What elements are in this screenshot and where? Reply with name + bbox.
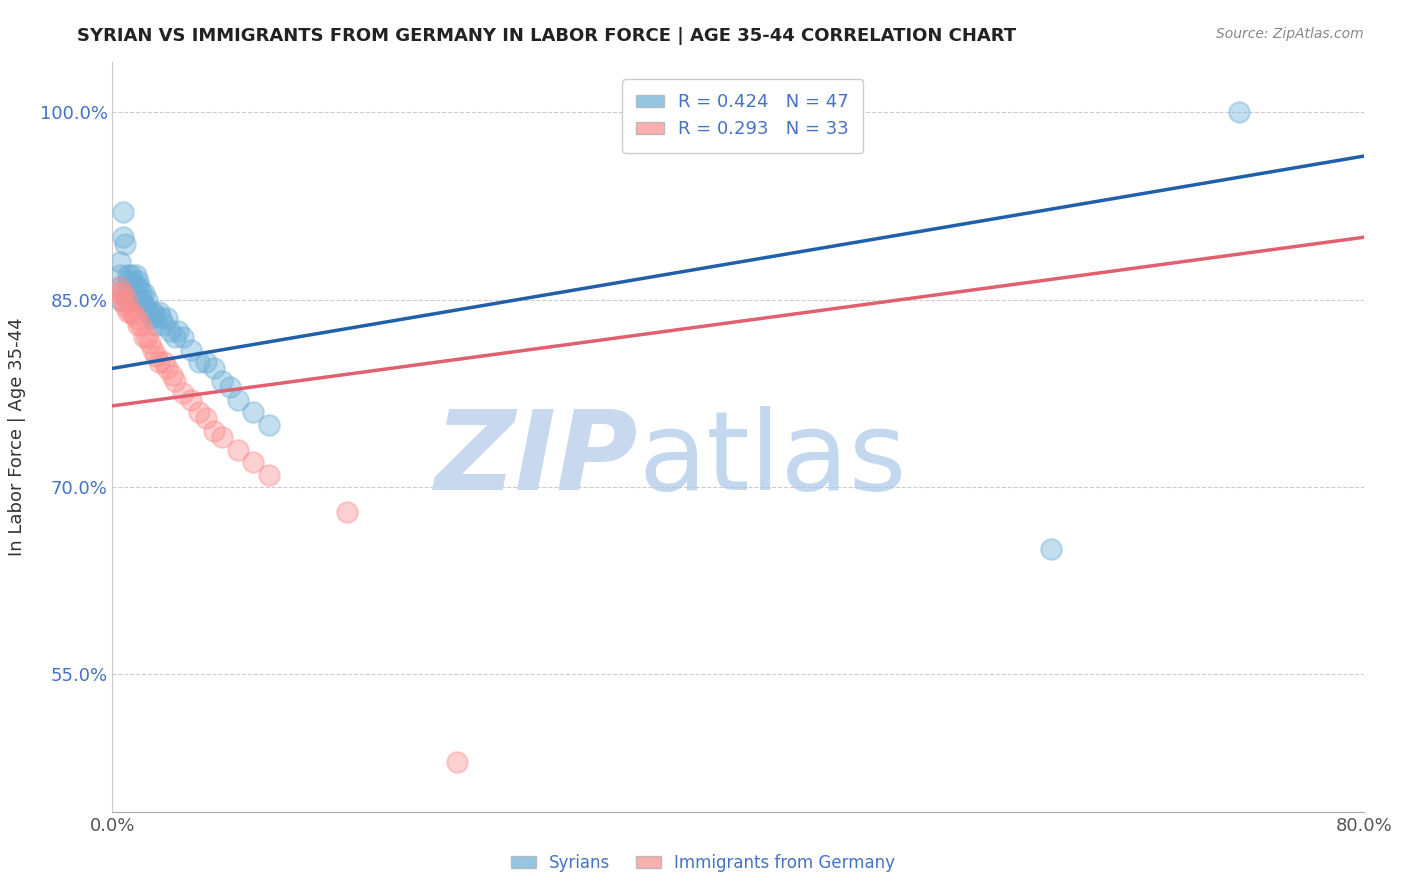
- Point: [120, 305, 142, 319]
- Point: [132, 286, 155, 301]
- Point: [124, 308, 146, 322]
- Point: [211, 374, 233, 388]
- Point: [202, 361, 225, 376]
- Point: [163, 330, 186, 344]
- Point: [120, 268, 142, 282]
- Point: [195, 355, 218, 369]
- Point: [132, 330, 155, 344]
- Point: [135, 330, 157, 344]
- Point: [121, 274, 143, 288]
- Point: [125, 311, 148, 326]
- Point: [153, 355, 176, 369]
- Point: [142, 343, 165, 357]
- Point: [242, 405, 264, 419]
- Point: [129, 286, 152, 301]
- Point: [156, 311, 179, 326]
- Point: [138, 305, 160, 319]
- Point: [129, 318, 152, 332]
- Point: [127, 274, 149, 288]
- Point: [110, 293, 132, 307]
- Point: [180, 392, 202, 407]
- Point: [114, 299, 136, 313]
- Point: [111, 293, 134, 307]
- Point: [257, 467, 280, 482]
- Point: [127, 318, 149, 332]
- Point: [180, 343, 202, 357]
- Point: [167, 324, 190, 338]
- Point: [125, 268, 148, 282]
- Point: [142, 305, 165, 319]
- Point: [114, 236, 136, 251]
- Point: [135, 293, 157, 307]
- Point: [242, 455, 264, 469]
- Point: [257, 417, 280, 432]
- Text: Source: ZipAtlas.com: Source: ZipAtlas.com: [1216, 27, 1364, 41]
- Point: [159, 324, 181, 338]
- Point: [128, 280, 150, 294]
- Point: [145, 318, 167, 332]
- Point: [117, 305, 139, 319]
- Point: [115, 293, 138, 307]
- Point: [187, 355, 209, 369]
- Point: [148, 305, 170, 319]
- Point: [172, 330, 194, 344]
- Point: [139, 336, 162, 351]
- Point: [202, 424, 225, 438]
- Text: atlas: atlas: [638, 406, 907, 513]
- Point: [117, 274, 139, 288]
- Point: [117, 286, 139, 301]
- Legend: R = 0.424   N = 47, R = 0.293   N = 33: R = 0.424 N = 47, R = 0.293 N = 33: [621, 79, 863, 153]
- Point: [218, 380, 240, 394]
- Point: [187, 405, 209, 419]
- Point: [112, 205, 135, 219]
- Text: SYRIAN VS IMMIGRANTS FROM GERMANY IN LABOR FORCE | AGE 35-44 CORRELATION CHART: SYRIAN VS IMMIGRANTS FROM GERMANY IN LAB…: [77, 27, 1017, 45]
- Y-axis label: In Labor Force | Age 35-44: In Labor Force | Age 35-44: [7, 318, 25, 557]
- Point: [121, 293, 143, 307]
- Point: [117, 268, 139, 282]
- Point: [131, 295, 153, 310]
- Point: [1039, 542, 1063, 557]
- Point: [1227, 105, 1250, 120]
- Text: ZIP: ZIP: [434, 406, 638, 513]
- Point: [226, 392, 249, 407]
- Point: [153, 318, 176, 332]
- Legend: Syrians, Immigrants from Germany: Syrians, Immigrants from Germany: [505, 847, 901, 879]
- Point: [145, 349, 167, 363]
- Point: [112, 230, 135, 244]
- Point: [110, 280, 132, 294]
- Point: [156, 361, 179, 376]
- Point: [148, 355, 170, 369]
- Point: [129, 293, 152, 307]
- Point: [149, 311, 172, 326]
- Point: [107, 280, 129, 294]
- Point: [172, 386, 194, 401]
- Point: [143, 308, 166, 322]
- Point: [110, 286, 132, 301]
- Point: [211, 430, 233, 444]
- Point: [134, 299, 156, 313]
- Point: [195, 411, 218, 425]
- Point: [226, 442, 249, 457]
- Point: [110, 255, 132, 269]
- Point: [336, 505, 359, 519]
- Point: [160, 368, 183, 382]
- Point: [112, 286, 135, 301]
- Point: [163, 374, 186, 388]
- Point: [125, 280, 148, 294]
- Point: [110, 268, 132, 282]
- Point: [141, 311, 163, 326]
- Point: [446, 755, 468, 769]
